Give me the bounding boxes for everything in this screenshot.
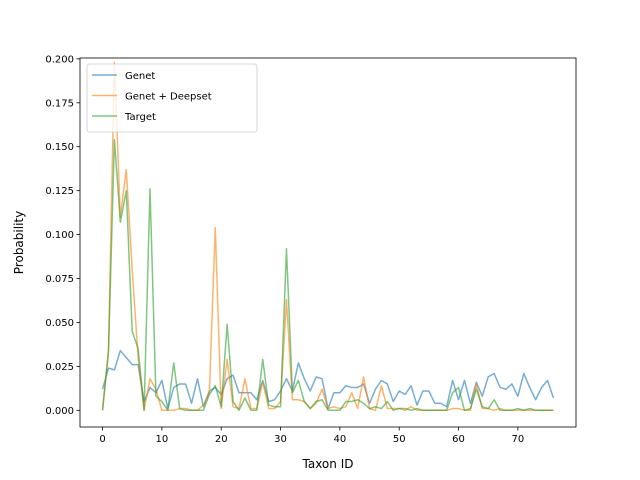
legend-label-1: Genet + Deepset	[125, 92, 212, 103]
y-axis: 0.000 0.025 0.050 0.075 0.100 0.125 0.150 0.175…	[45, 54, 80, 417]
y-tick-label-8: 0.200	[45, 54, 74, 65]
y-tick-label-3: 0.075	[45, 274, 74, 285]
x-tick-label-4: 40	[333, 434, 346, 445]
series-line-1	[101, 61, 554, 412]
x-tick-label-2: 20	[215, 434, 228, 445]
x-tick-label-0: 0	[99, 434, 105, 445]
y-tick-label-7: 0.175	[45, 98, 74, 109]
y-tick-label-5: 0.125	[45, 186, 74, 197]
x-tick-label-7: 70	[511, 434, 524, 445]
legend-box	[86, 63, 258, 133]
plot-frame	[79, 57, 577, 428]
y-tick-label-2: 0.050	[45, 318, 74, 329]
y-tick-label-4: 0.100	[45, 230, 74, 241]
series-line-2	[101, 138, 554, 412]
y-tick-label-6: 0.150	[45, 142, 74, 153]
series-layer	[101, 61, 555, 412]
y-axis-label: Probability	[12, 211, 26, 274]
x-tick-label-3: 30	[274, 434, 287, 445]
x-axis-label: Taxon ID	[302, 457, 354, 471]
legend: Genet Genet + Deepset Target	[86, 63, 258, 133]
y-tick-label-0: 0.000	[45, 406, 74, 417]
x-tick-label-6: 60	[452, 434, 465, 445]
legend-label-2: Target	[124, 112, 156, 123]
x-tick-label-1: 10	[156, 434, 169, 445]
y-tick-label-1: 0.025	[45, 362, 74, 373]
x-tick-label-5: 50	[393, 434, 406, 445]
legend-label-0: Genet	[125, 71, 155, 82]
x-axis: 0 10 20 30 40 50 60 70	[99, 427, 524, 445]
